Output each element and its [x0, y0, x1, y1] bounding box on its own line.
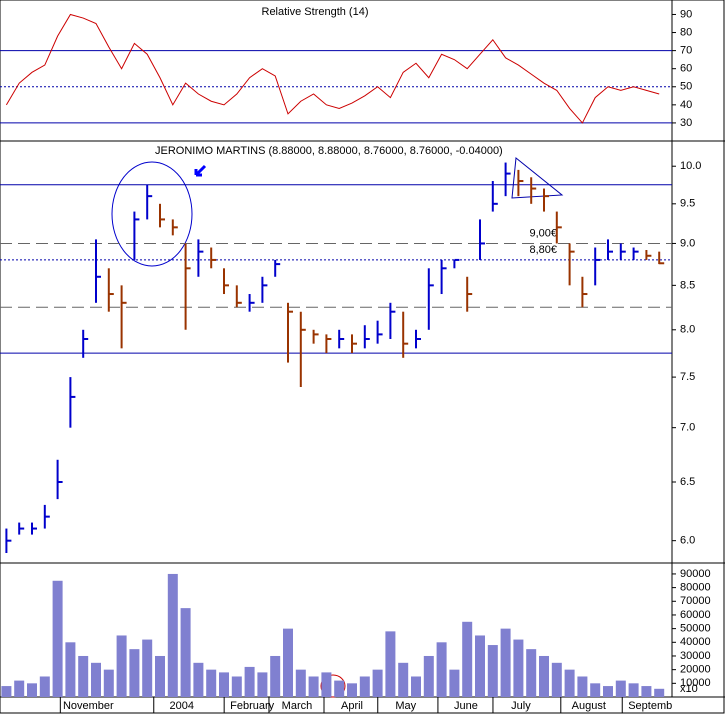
x-tick-label: Septemb: [628, 700, 672, 712]
y-tick-label: 6.5: [680, 476, 695, 488]
y-tick-label: 90: [680, 8, 692, 20]
arrow: [194, 164, 207, 177]
x-tick-label: April: [341, 700, 363, 712]
y-tick-label: 7.0: [680, 422, 695, 434]
unit-label: x10: [680, 683, 698, 695]
y-tick-label: 60000: [680, 609, 711, 621]
volume-bar: [78, 655, 89, 697]
volume-bar: [142, 639, 153, 697]
volume-bar: [167, 573, 178, 697]
x-tick-label: May: [395, 700, 416, 712]
volume-bar: [462, 621, 473, 697]
triangle: [511, 157, 564, 199]
x-tick-label: February: [230, 700, 275, 712]
volume-bar: [385, 631, 396, 697]
volume-bar: [628, 683, 639, 697]
volume-bar: [257, 672, 268, 697]
volume-bar: [27, 683, 37, 697]
x-tick-label: June: [454, 700, 478, 712]
highlight-ellipse: [111, 161, 193, 267]
y-tick-label: 40: [680, 99, 692, 111]
y-tick-label: 7.5: [680, 371, 695, 383]
volume-bar: [359, 676, 370, 697]
y-tick-label: 70: [680, 45, 692, 57]
y-tick-label: 90000: [680, 568, 711, 580]
y-tick-label: 50000: [680, 623, 711, 635]
volume-bar: [244, 666, 255, 697]
volume-bar: [180, 608, 191, 697]
y-tick-label: 8.5: [680, 279, 695, 291]
volume-bar: [603, 686, 613, 697]
y-tick-label: 30000: [680, 650, 711, 662]
volume-bar: [654, 688, 665, 697]
x-tick-label: July: [511, 700, 531, 712]
volume-bar: [103, 669, 114, 697]
volume-bar: [39, 676, 50, 697]
highlight-ellipse: [320, 674, 346, 698]
level-label: 9,00€: [529, 227, 557, 239]
volume-bar: [129, 649, 140, 697]
y-tick-label: 50: [680, 81, 692, 93]
volume-bar: [564, 669, 575, 697]
y-tick-label: 30: [680, 117, 692, 129]
y-tick-label: 8.0: [680, 324, 695, 336]
volume-bar: [641, 686, 652, 697]
price-title: JERONIMO MARTINS (8.88000, 8.88000, 8.76…: [155, 145, 503, 157]
y-tick-label: 6.0: [680, 535, 695, 547]
x-tick-label: March: [282, 700, 313, 712]
volume-bar: [65, 642, 76, 697]
volume-bar: [398, 662, 409, 697]
volume-bar: [270, 655, 281, 697]
volume-bar: [411, 676, 421, 697]
volume-bar: [487, 645, 498, 697]
volume-bar: [513, 639, 524, 697]
y-tick-label: 80: [680, 26, 692, 38]
volume-bar: [283, 628, 293, 697]
x-tick-label: November: [63, 700, 114, 712]
volume-bar: [155, 655, 165, 697]
volume-bar: [91, 662, 101, 697]
volume-bar: [475, 635, 485, 697]
y-tick-label: 80000: [680, 582, 711, 594]
volume-bar: [423, 655, 434, 697]
y-tick-label: 9.5: [680, 198, 695, 210]
volume-bar: [590, 683, 601, 697]
volume-bar: [539, 655, 549, 697]
volume-bar: [14, 680, 25, 697]
y-tick-label: 70000: [680, 595, 711, 607]
volume-bar: [295, 669, 306, 697]
volume-bar: [577, 676, 588, 697]
volume-bar: [1, 686, 12, 697]
volume-bar: [615, 680, 626, 697]
volume-bar: [500, 628, 511, 697]
rsi-line: [5, 13, 660, 124]
level-label: 8,80€: [529, 244, 557, 256]
volume-bar: [231, 676, 242, 697]
volume-bar: [308, 676, 319, 697]
volume-bar: [334, 680, 345, 697]
x-tick-label: 2004: [170, 700, 194, 712]
volume-bar: [347, 683, 357, 697]
x-tick-label: August: [572, 700, 606, 712]
volume-bar: [219, 672, 229, 697]
volume-bar: [449, 669, 460, 697]
rsi-title: Relative Strength (14): [262, 6, 369, 18]
volume-bar: [526, 649, 537, 697]
volume-bar: [52, 580, 63, 697]
y-tick-label: 40000: [680, 636, 711, 648]
volume-bar: [436, 642, 447, 697]
volume-bar: [551, 662, 562, 697]
y-tick-label: 20000: [680, 664, 711, 676]
y-tick-label: 10.0: [680, 160, 701, 172]
y-tick-label: 60: [680, 63, 692, 75]
volume-bar: [206, 669, 217, 697]
y-tick-label: 10000: [680, 677, 711, 689]
volume-bar: [116, 635, 127, 697]
volume-bar: [321, 672, 332, 697]
y-tick-label: 9.0: [680, 237, 695, 249]
volume-bar: [372, 669, 383, 697]
volume-bar: [193, 662, 204, 697]
